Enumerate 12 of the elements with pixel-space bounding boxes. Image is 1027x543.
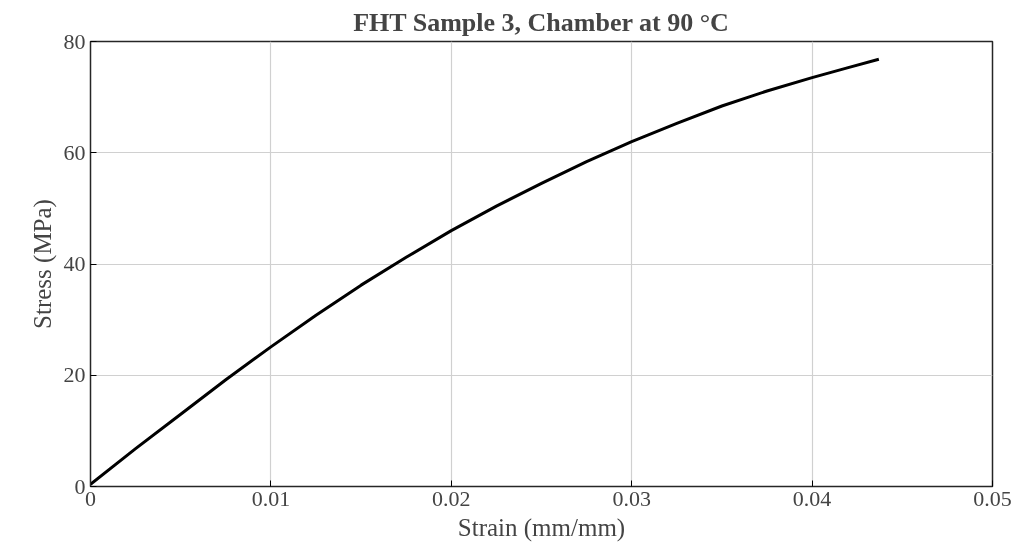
x-tick-label: 0.01 xyxy=(251,485,291,511)
y-axis-title: Stress (MPa) xyxy=(28,199,57,329)
chart-title: FHT Sample 3, Chamber at 90 °C xyxy=(353,7,729,37)
y-tick-label: 80 xyxy=(63,28,86,54)
x-tick-label: 0.05 xyxy=(973,485,1012,511)
y-tick-label: 20 xyxy=(63,362,86,388)
x-tick-label: 0.02 xyxy=(432,485,471,511)
x-axis-title: Strain (mm/mm) xyxy=(457,513,626,542)
y-tick-label: 40 xyxy=(63,251,86,276)
y-tick-label: 60 xyxy=(63,139,86,165)
x-tick-label: 0.03 xyxy=(612,485,651,511)
x-tick-label: 0.04 xyxy=(792,485,832,511)
